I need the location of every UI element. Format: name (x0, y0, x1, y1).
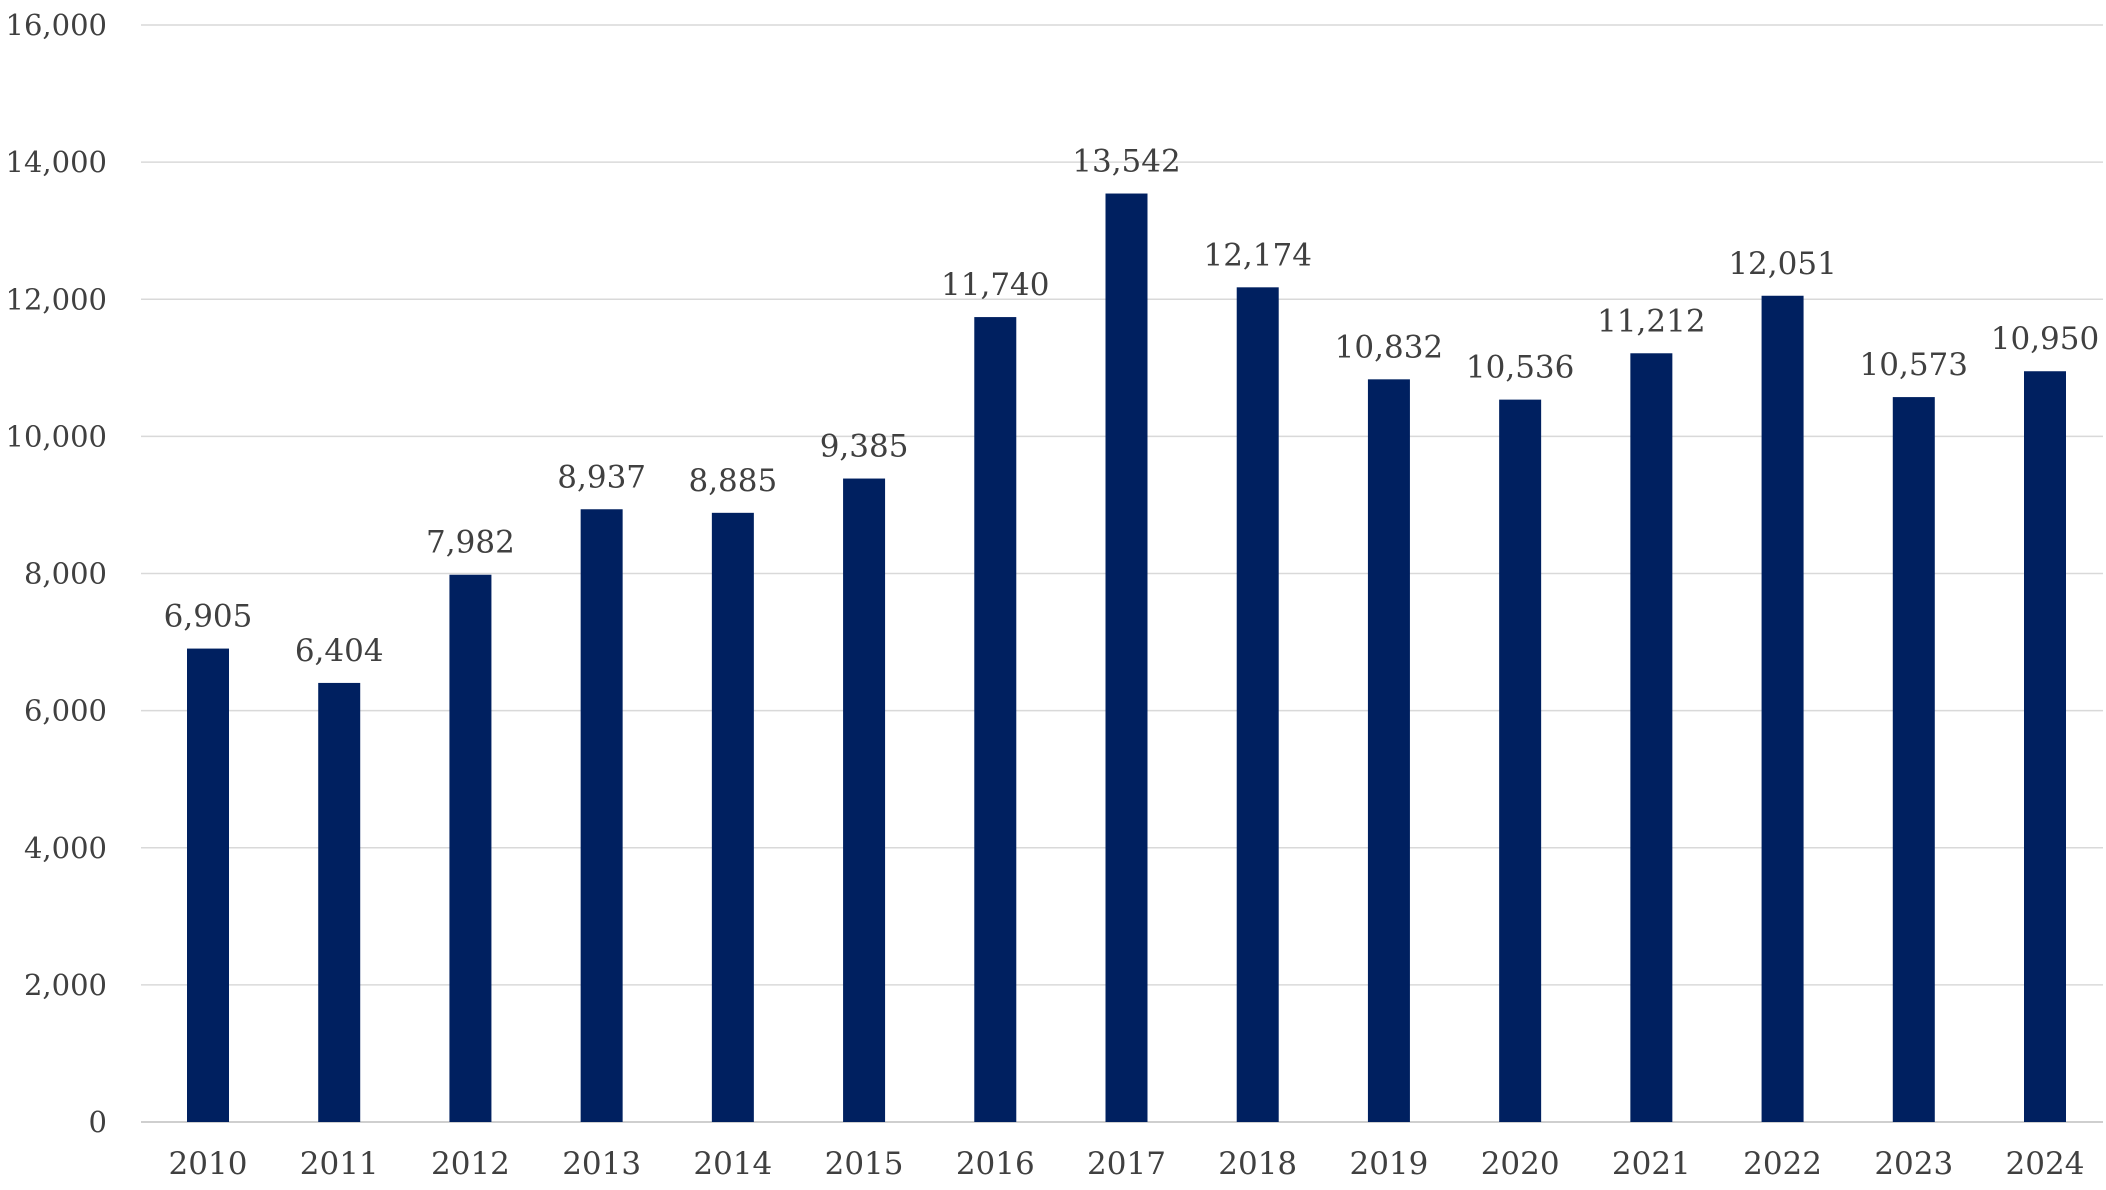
data-label: 10,536 (1466, 350, 1574, 386)
bar (1630, 353, 1673, 1123)
y-tick-label: 14,000 (6, 145, 107, 179)
bar (449, 574, 492, 1122)
x-tick-label: 2011 (300, 1146, 379, 1182)
bar (318, 682, 361, 1122)
data-label: 12,174 (1203, 237, 1311, 273)
bar (580, 509, 623, 1122)
data-label: 11,212 (1597, 303, 1705, 339)
data-label: 11,740 (941, 267, 1049, 303)
data-labels: 6,905 6,404 7,982 8,937 8,885 9,385 11,740 13,5… (164, 144, 2100, 669)
bar (1761, 295, 1804, 1123)
x-tick-label: 2013 (562, 1146, 641, 1182)
bar (1499, 399, 1542, 1122)
bar (711, 512, 754, 1122)
y-tick-label: 6,000 (24, 694, 107, 728)
x-tick-label: 2017 (1087, 1146, 1166, 1182)
data-label: 10,950 (1991, 321, 2099, 357)
y-tick-label: 12,000 (6, 282, 107, 316)
x-tick-label: 2019 (1349, 1146, 1428, 1182)
data-label: 9,385 (820, 429, 909, 465)
x-tick-label: 2010 (169, 1146, 248, 1182)
y-tick-label: 4,000 (24, 831, 107, 865)
y-tick-label: 16,000 (6, 8, 107, 42)
x-tick-label: 2023 (1874, 1146, 1953, 1182)
bar (1236, 287, 1279, 1122)
bar (843, 478, 886, 1123)
y-tick-label: 2,000 (24, 968, 107, 1002)
data-label: 10,573 (1860, 347, 1968, 383)
y-tick-label: 0 (89, 1105, 107, 1139)
x-tick-label: 2012 (431, 1146, 510, 1182)
bar (974, 317, 1017, 1122)
bar (187, 648, 229, 1122)
data-label: 7,982 (426, 525, 515, 561)
data-label: 6,404 (295, 633, 384, 669)
data-label: 8,885 (688, 463, 777, 499)
y-tick-label: 8,000 (24, 557, 107, 591)
y-tick-label: 10,000 (6, 419, 107, 453)
x-tick-label: 2024 (2006, 1146, 2085, 1182)
data-label: 6,905 (164, 599, 253, 635)
x-tick-label: 2018 (1218, 1146, 1297, 1182)
x-tick-label: 2020 (1481, 1146, 1560, 1182)
bar (1367, 379, 1410, 1122)
data-label: 8,937 (557, 459, 646, 495)
x-tick-label: 2021 (1612, 1146, 1691, 1182)
bars (187, 193, 2066, 1123)
y-axis-ticks: 0 2,000 4,000 6,000 8,000 10,000 12,000 14,000 1… (6, 8, 107, 1139)
data-label: 10,832 (1335, 329, 1443, 365)
data-label: 13,542 (1072, 144, 1180, 180)
x-tick-label: 2016 (956, 1146, 1035, 1182)
bar (1105, 193, 1148, 1123)
data-label: 12,051 (1728, 246, 1836, 282)
x-tick-label: 2022 (1743, 1146, 1822, 1182)
x-axis-ticks: 2010 2011 2012 2013 2014 2015 2016 2017 2018 2019… (169, 1146, 2085, 1182)
x-tick-label: 2015 (825, 1146, 904, 1182)
bar (1892, 397, 1935, 1122)
bar (2024, 371, 2066, 1123)
x-tick-label: 2014 (693, 1146, 772, 1182)
